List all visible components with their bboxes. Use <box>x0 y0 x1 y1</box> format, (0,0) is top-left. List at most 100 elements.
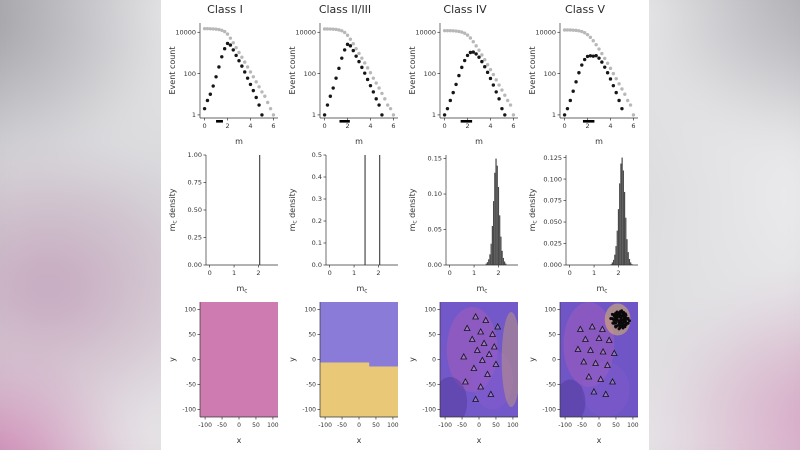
svg-text:50: 50 <box>612 422 620 429</box>
svg-text:x: x <box>237 436 242 445</box>
cell-map-class-ii-iii: -100 -50 0 50 100 -100 -50 0 50 100 x y <box>285 297 405 448</box>
svg-text:-100: -100 <box>422 407 436 414</box>
svg-text:mc density: mc density <box>168 188 179 231</box>
svg-text:100: 100 <box>267 422 279 429</box>
svg-text:0: 0 <box>312 357 316 364</box>
svg-text:0: 0 <box>357 422 361 429</box>
svg-text:0.15: 0.15 <box>428 155 442 163</box>
svg-text:100: 100 <box>424 70 436 78</box>
svg-text:-100: -100 <box>182 407 196 414</box>
cell-fmd-class-v: Class V 0 2 4 6 1 100 10000 m Event count <box>525 2 645 150</box>
cell-fmd-class-iv: Class IV 0 2 4 6 1 100 10000 m Event count <box>405 2 525 150</box>
svg-text:1: 1 <box>192 111 196 119</box>
svg-text:0.125: 0.125 <box>543 154 562 162</box>
svg-text:0.4: 0.4 <box>312 173 322 181</box>
svg-text:100: 100 <box>304 70 316 78</box>
svg-text:-50: -50 <box>337 422 347 429</box>
svg-text:0: 0 <box>563 122 567 130</box>
svg-text:100: 100 <box>185 307 197 314</box>
svg-text:0.000: 0.000 <box>543 261 562 269</box>
map-chart-class-ii-iii: -100 -50 0 50 100 -100 -50 0 50 100 x y <box>288 302 399 445</box>
fmd-chart-class-ii-iii: 0 2 4 6 1 100 10000 m Event count <box>288 23 398 146</box>
map-chart-class-i: -100 -50 0 50 100 -100 -50 0 50 100 x y <box>168 302 279 445</box>
svg-text:mc: mc <box>357 284 368 295</box>
svg-text:y: y <box>288 357 297 362</box>
svg-text:50: 50 <box>372 422 380 429</box>
svg-text:0.0: 0.0 <box>312 261 322 269</box>
svg-text:0: 0 <box>323 122 327 130</box>
cell-mc-density-class-i: 0 1 2 0.00 0.25 0.50 0.75 1.00 mc mc density <box>165 150 285 297</box>
svg-text:0: 0 <box>237 422 241 429</box>
svg-text:-100: -100 <box>198 422 212 429</box>
svg-text:m: m <box>595 137 603 146</box>
svg-text:10000: 10000 <box>535 28 556 36</box>
svg-text:1: 1 <box>232 269 236 277</box>
mc-density-chart-class-v: 0 1 2 0.000 0.025 0.050 0.075 0.100 0.125 mc mc de… <box>528 154 638 295</box>
cell-map-class-i: -100 -50 0 50 100 -100 -50 0 50 100 x y <box>165 297 285 448</box>
svg-text:x: x <box>477 436 482 445</box>
svg-text:y: y <box>168 357 177 362</box>
svg-text:0.5: 0.5 <box>312 151 322 159</box>
svg-text:m: m <box>355 137 363 146</box>
facet-title-class-ii-iii: Class II/III <box>318 3 372 16</box>
svg-text:Event count: Event count <box>168 46 177 94</box>
svg-text:m: m <box>475 137 483 146</box>
svg-text:0: 0 <box>568 269 572 277</box>
svg-text:mc: mc <box>237 284 248 295</box>
map-chart-class-v: -100 -50 0 50 100 -100 -50 0 50 100 x y <box>528 302 639 445</box>
mc-density-chart-class-i: 0 1 2 0.00 0.25 0.50 0.75 1.00 mc mc density <box>168 151 278 295</box>
svg-text:50: 50 <box>492 422 500 429</box>
svg-text:2: 2 <box>345 122 349 130</box>
svg-text:0.25: 0.25 <box>188 234 202 242</box>
svg-text:0: 0 <box>448 269 452 277</box>
svg-text:-100: -100 <box>302 407 316 414</box>
svg-text:10000: 10000 <box>415 28 436 36</box>
svg-text:-100: -100 <box>438 422 452 429</box>
svg-text:0: 0 <box>432 357 436 364</box>
svg-text:10000: 10000 <box>295 28 316 36</box>
svg-text:6: 6 <box>271 122 275 130</box>
svg-text:0.075: 0.075 <box>543 197 562 205</box>
map-chart-class-iv: -100 -50 0 50 100 -100 -50 0 50 100 x y <box>408 302 519 445</box>
svg-text:0: 0 <box>192 357 196 364</box>
svg-text:mc: mc <box>477 284 488 295</box>
cell-map-class-iv: -100 -50 0 50 100 -100 -50 0 50 100 x y <box>405 297 525 448</box>
svg-text:0.00: 0.00 <box>188 261 202 269</box>
svg-text:Event count: Event count <box>528 46 537 94</box>
svg-text:2: 2 <box>496 269 500 277</box>
fmd-chart-class-iv: 0 2 4 6 1 100 10000 m Event count <box>408 23 518 146</box>
svg-text:0: 0 <box>443 122 447 130</box>
svg-text:0: 0 <box>552 357 556 364</box>
svg-text:0.00: 0.00 <box>428 261 442 269</box>
cell-mc-density-class-v: 0 1 2 0.000 0.025 0.050 0.075 0.100 0.125 mc mc de… <box>525 150 645 297</box>
svg-text:50: 50 <box>308 332 316 339</box>
svg-text:4: 4 <box>488 122 492 130</box>
svg-text:50: 50 <box>548 332 556 339</box>
svg-text:x: x <box>357 436 362 445</box>
svg-text:-100: -100 <box>558 422 572 429</box>
figure-panel: Class I 0 2 4 6 1 100 10000 m Event count Class … <box>161 0 649 450</box>
svg-text:1.00: 1.00 <box>188 151 202 159</box>
cell-map-class-v: -100 -50 0 50 100 -100 -50 0 50 100 x y <box>525 297 645 448</box>
svg-text:100: 100 <box>305 307 317 314</box>
svg-text:1: 1 <box>432 111 436 119</box>
svg-text:-50: -50 <box>306 382 316 389</box>
svg-text:100: 100 <box>545 307 557 314</box>
svg-text:2: 2 <box>585 122 589 130</box>
fmd-chart-class-v: 0 2 4 6 1 100 10000 m Event count <box>528 23 638 146</box>
svg-text:y: y <box>408 357 417 362</box>
cell-mc-density-class-ii-iii: 0 1 2 0.0 0.1 0.2 0.3 0.4 0.5 mc mc density <box>285 150 405 297</box>
facet-title-class-v: Class V <box>565 3 605 16</box>
cell-fmd-class-ii-iii: Class II/III 0 2 4 6 1 100 10000 m Event count <box>285 2 405 150</box>
svg-text:-50: -50 <box>577 422 587 429</box>
svg-text:6: 6 <box>631 122 635 130</box>
svg-text:mc density: mc density <box>288 188 299 231</box>
cell-mc-density-class-iv: 0 1 2 0.00 0.05 0.10 0.15 mc mc density <box>405 150 525 297</box>
svg-text:0.2: 0.2 <box>312 217 322 225</box>
svg-text:-50: -50 <box>186 382 196 389</box>
facet-title-class-iv: Class IV <box>443 3 487 16</box>
svg-text:1: 1 <box>312 111 316 119</box>
svg-text:4: 4 <box>248 122 252 130</box>
svg-text:0: 0 <box>208 269 212 277</box>
